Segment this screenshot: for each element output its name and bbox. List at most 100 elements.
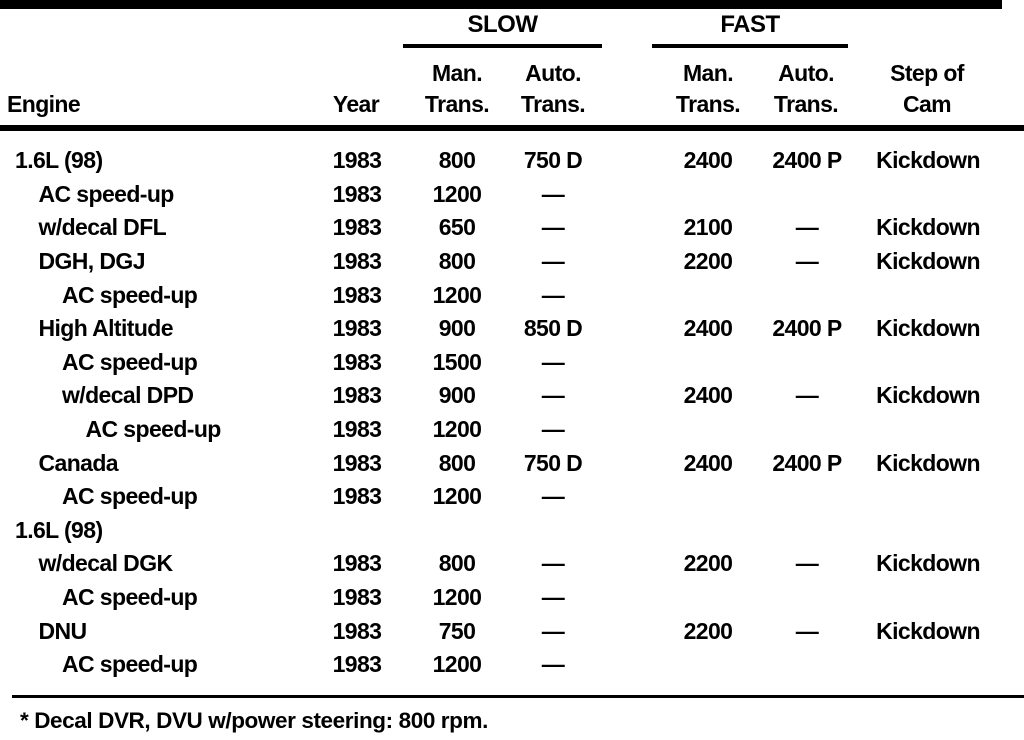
fast-auto-trans-cell xyxy=(770,346,844,380)
year-cell: 1983 xyxy=(332,550,382,577)
step-of-cam-cell: Kickdown xyxy=(876,449,980,476)
slow-auto-trans-cell: — xyxy=(541,281,565,308)
fast-auto-trans-cell: — xyxy=(795,550,819,577)
slow-man-trans-cell: 800 xyxy=(438,449,476,476)
fast-auto-trans-cell: 2400 P xyxy=(772,315,842,342)
table-row: w/decal DFL 1983 650 — 2100 — Kickdown xyxy=(0,211,1012,245)
spacer-cell xyxy=(588,413,646,447)
fast-man-trans-cell xyxy=(646,581,770,615)
engine-cell: AC speed-up xyxy=(62,281,198,308)
spacer-cell xyxy=(588,245,646,279)
engine-cell: AC speed-up xyxy=(38,180,175,207)
step-of-cam-cell xyxy=(844,648,1012,682)
engine-cell: AC speed-up xyxy=(85,416,222,443)
step-of-cam-cell xyxy=(844,178,1012,212)
fast-group-header: FAST xyxy=(720,11,780,38)
engine-cell: AC speed-up xyxy=(62,483,198,510)
fast-man-trans-cell: 2200 xyxy=(683,550,733,577)
spacer-cell xyxy=(588,178,646,212)
step-of-cam-cell: Kickdown xyxy=(876,147,980,174)
slow-man-trans-cell: 650 xyxy=(438,214,476,241)
year-cell: 1983 xyxy=(332,315,382,342)
fast-auto-trans-cell xyxy=(770,480,844,514)
engine-cell: DGH, DGJ xyxy=(38,248,146,275)
year-cell: 1983 xyxy=(332,180,382,207)
fast-auto-trans-cell xyxy=(770,178,844,212)
step-of-cam-line2: Cam xyxy=(902,91,952,117)
slow-auto-trans-cell: — xyxy=(541,550,565,577)
step-of-cam-cell xyxy=(844,346,1012,380)
step-of-cam-cell xyxy=(844,278,1012,312)
spacer-cell xyxy=(588,614,646,648)
slow-man-trans-cell: 800 xyxy=(438,147,476,174)
slow-auto-line1: Auto. xyxy=(525,60,581,86)
fast-auto-trans-cell xyxy=(770,514,844,548)
slow-group-header: SLOW xyxy=(467,11,539,38)
engine-cell: AC speed-up xyxy=(62,584,198,611)
slow-man-trans-cell: 1200 xyxy=(432,281,482,308)
year-cell: 1983 xyxy=(332,651,382,678)
step-of-cam-cell xyxy=(844,413,1012,447)
table-row: AC speed-up 1983 1200 — xyxy=(0,581,1012,615)
slow-auto-trans-cell: 750 D xyxy=(523,147,583,174)
step-of-cam-cell: Kickdown xyxy=(876,248,980,275)
fast-man-trans-cell: 2200 xyxy=(683,617,733,644)
fast-auto-line2: Trans. xyxy=(773,91,839,117)
table-row: w/decal DPD 1983 900 — 2400 — Kickdown xyxy=(0,379,1012,413)
fast-auto-trans-cell xyxy=(770,278,844,312)
slow-man-trans-cell: 1200 xyxy=(432,416,482,443)
spacer-cell xyxy=(588,278,646,312)
fast-auto-trans-cell: — xyxy=(795,382,819,409)
step-of-cam-cell xyxy=(844,514,1012,548)
step-of-cam-cell: Kickdown xyxy=(876,550,980,577)
spacer-cell xyxy=(588,480,646,514)
year-cell: 1983 xyxy=(332,416,382,443)
engine-column-header: Engine xyxy=(7,91,81,117)
fast-man-trans-cell: 2400 xyxy=(683,315,733,342)
slow-man-trans-cell: 1200 xyxy=(432,584,482,611)
year-cell: 1983 xyxy=(332,584,382,611)
table-row: Canada 1983 800 750 D 2400 2400 P Kickdo… xyxy=(0,446,1012,480)
slow-man-trans-cell: 900 xyxy=(438,382,476,409)
slow-auto-trans-column-header: Auto. Trans. xyxy=(493,58,613,120)
top-rule xyxy=(0,0,1002,9)
engine-cell: 1.6L (98) xyxy=(15,516,103,543)
engine-cell: DNU xyxy=(38,617,88,644)
slow-man-trans-cell: 750 xyxy=(438,617,476,644)
year-cell: 1983 xyxy=(332,348,382,375)
spacer-cell xyxy=(588,581,646,615)
slow-auto-trans-cell: — xyxy=(541,348,565,375)
fast-auto-trans-cell: — xyxy=(795,214,819,241)
fast-man-trans-cell: 2400 xyxy=(683,147,733,174)
footer-rule xyxy=(12,695,1024,698)
slow-auto-trans-cell: — xyxy=(541,180,565,207)
slow-auto-trans-cell: 850 D xyxy=(523,315,583,342)
footnote: * Decal DVR, DVU w/power steering: 800 r… xyxy=(20,708,488,733)
table-row: AC speed-up 1983 1500 — xyxy=(0,346,1012,380)
idle-speed-spec-table: 1.6L (98) 1983 800 750 D 2400 2400 P Kic… xyxy=(0,144,1012,682)
spacer-cell xyxy=(588,648,646,682)
slow-man-trans-cell: 1200 xyxy=(432,651,482,678)
step-of-cam-cell xyxy=(844,581,1012,615)
table-row: AC speed-up 1983 1200 — xyxy=(0,178,1012,212)
fast-auto-trans-cell xyxy=(770,648,844,682)
slow-auto-trans-cell: 750 D xyxy=(523,449,583,476)
fast-man-trans-cell: 2200 xyxy=(683,248,733,275)
fast-man-trans-cell xyxy=(646,480,770,514)
fast-auto-trans-cell: — xyxy=(795,617,819,644)
engine-cell: AC speed-up xyxy=(62,348,198,375)
slow-man-trans-cell: 1200 xyxy=(432,483,482,510)
fast-man-trans-cell: 2400 xyxy=(683,382,733,409)
fast-auto-trans-cell: 2400 P xyxy=(772,449,842,476)
fast-man-line2: Trans. xyxy=(675,91,741,117)
slow-auto-trans-cell: — xyxy=(541,651,565,678)
table-body: 1.6L (98) 1983 800 750 D 2400 2400 P Kic… xyxy=(0,144,1012,682)
spacer-cell xyxy=(588,514,646,548)
step-of-cam-cell xyxy=(844,480,1012,514)
table-row: High Altitude 1983 900 850 D 2400 2400 P… xyxy=(0,312,1012,346)
year-cell: 1983 xyxy=(332,281,382,308)
slow-group-underline xyxy=(403,44,602,48)
fast-man-trans-cell xyxy=(646,413,770,447)
step-of-cam-column-header: Step of Cam xyxy=(857,58,997,120)
fast-auto-trans-cell: — xyxy=(795,248,819,275)
